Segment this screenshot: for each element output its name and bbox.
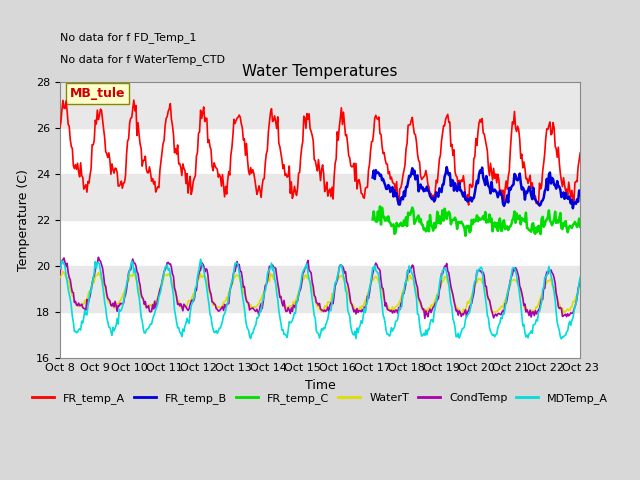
Bar <box>60 312 580 358</box>
Bar <box>60 266 580 312</box>
Bar <box>60 82 580 128</box>
Y-axis label: Temperature (C): Temperature (C) <box>17 169 30 271</box>
Title: Water Temperatures: Water Temperatures <box>243 64 397 79</box>
Bar <box>60 220 580 266</box>
Text: MB_tule: MB_tule <box>70 87 125 100</box>
Bar <box>60 128 580 174</box>
X-axis label: Time: Time <box>305 379 335 392</box>
Text: No data for f WaterTemp_CTD: No data for f WaterTemp_CTD <box>60 54 225 65</box>
Text: No data for f FD_Temp_1: No data for f FD_Temp_1 <box>60 32 196 43</box>
Bar <box>60 174 580 220</box>
Legend: FR_temp_A, FR_temp_B, FR_temp_C, WaterT, CondTemp, MDTemp_A: FR_temp_A, FR_temp_B, FR_temp_C, WaterT,… <box>27 388 613 408</box>
